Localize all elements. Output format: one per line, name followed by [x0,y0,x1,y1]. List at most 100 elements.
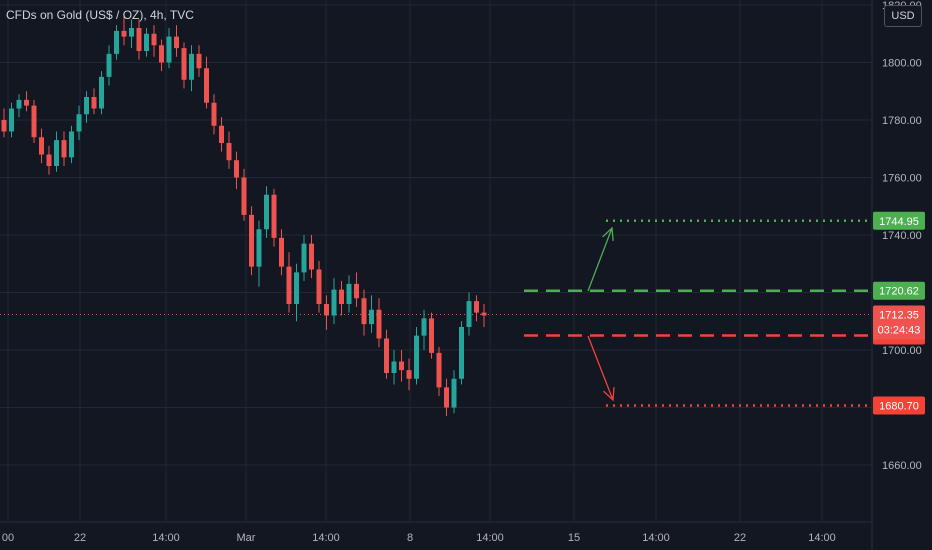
candle-body [151,33,157,46]
candle-body [331,289,337,316]
candle-body [309,243,314,270]
candle-body [159,45,164,63]
y-axis-tick-label: 1700.00 [882,345,922,357]
candle-body [286,266,292,304]
candle-body [361,298,367,325]
candle-body [429,318,434,353]
bullish-arrow-head [602,226,614,242]
candle-body [219,125,224,143]
candle-body [16,99,22,109]
candle-body [301,243,307,273]
candle-body [391,361,397,373]
y-axis-tick-label: 1760.00 [882,173,922,185]
candle-body [369,309,374,325]
x-axis-tick-label: 14:00 [808,532,836,544]
bullish-arrow-shaft [587,227,613,292]
x-axis-tick-label: 8 [407,532,413,544]
candle-body [76,114,82,132]
candle-body [226,143,232,161]
candle-body [24,99,29,106]
candle-body [466,301,472,327]
candle-body [114,30,119,54]
candle-body [211,102,217,126]
candle-body [196,53,202,69]
candle-body [234,160,239,178]
candle-body [121,30,127,37]
candle-body [256,229,262,267]
candle-body [174,36,179,49]
legend-separator: , [163,8,170,22]
candle-body [99,76,104,109]
level-price-tag [873,281,925,300]
x-axis-tick-label: 14:00 [312,532,340,544]
x-axis-tick-label: 22 [734,532,746,544]
candle-body [181,48,187,80]
candle-body [46,154,52,166]
candle-body [444,387,449,408]
candle-body [69,131,74,158]
candle-body [406,370,412,379]
level-price-label: 1680.70 [879,400,919,412]
level-price-label: 1720.62 [879,286,919,298]
x-axis-tick-label: 22 [74,532,86,544]
candle-body [436,352,442,388]
interval-label: 4h [150,8,164,22]
bearish-arrow-head [603,386,615,402]
candle-body [39,137,44,155]
candle-body [136,28,142,51]
y-axis-tick-label: 1780.00 [882,115,922,127]
y-axis-tick-label: 1740.00 [882,230,922,242]
candle-body [204,68,209,103]
candle-body [339,289,344,304]
candle-body [354,283,359,299]
y-axis-tick-label: 1660.00 [882,460,922,472]
x-axis-tick-label: Mar [237,532,256,544]
bar-countdown-label: 03:24:43 [878,324,921,336]
candle-body [399,361,404,371]
currency-button[interactable]: USD [884,5,922,27]
candle-body [144,33,149,51]
candle-body [459,327,464,379]
candle-body [249,214,254,267]
candle-body [166,36,172,63]
chart-legend-title: CFDs on Gold (US$ / OZ), 4h, TVC [6,8,194,22]
candle-body [481,312,487,316]
candle-body [106,53,112,77]
level-price-label: 1744.95 [879,216,919,228]
candle-body [54,140,59,166]
candle-body [316,269,322,304]
candle-body [384,338,389,373]
candle-body [324,304,329,316]
candle-body [421,318,427,336]
candle-body [346,283,352,304]
legend-separator: , [143,8,151,22]
candle-body [189,53,194,80]
last-price-label: 1712.35 [879,309,919,321]
x-axis-tick-label: 15 [568,532,580,544]
candle-body [31,105,37,138]
x-axis-tick-label: 14:00 [642,532,670,544]
candle-body [474,301,479,313]
candle-body [294,272,299,304]
candle-body [414,335,419,379]
x-axis-tick-label: 14:00 [152,532,180,544]
y-axis-tick-label: 1800.00 [882,58,922,70]
candle-body [241,177,247,215]
candle-body [451,378,457,408]
x-axis-tick-label: 14:00 [476,532,504,544]
candle-body [271,194,277,238]
candle-body [61,140,67,158]
candle-body [129,28,134,37]
last-price-tag [873,305,925,340]
candle-body [91,97,97,109]
source-label: TVC [169,8,194,22]
candle-body [1,120,7,132]
symbol-name: CFDs on Gold (US$ / OZ) [6,8,144,22]
candle-body [264,194,269,230]
candle-body [84,97,89,115]
candle-body [376,309,382,339]
candle-body [279,237,284,267]
bearish-arrow-shaft [587,335,614,401]
